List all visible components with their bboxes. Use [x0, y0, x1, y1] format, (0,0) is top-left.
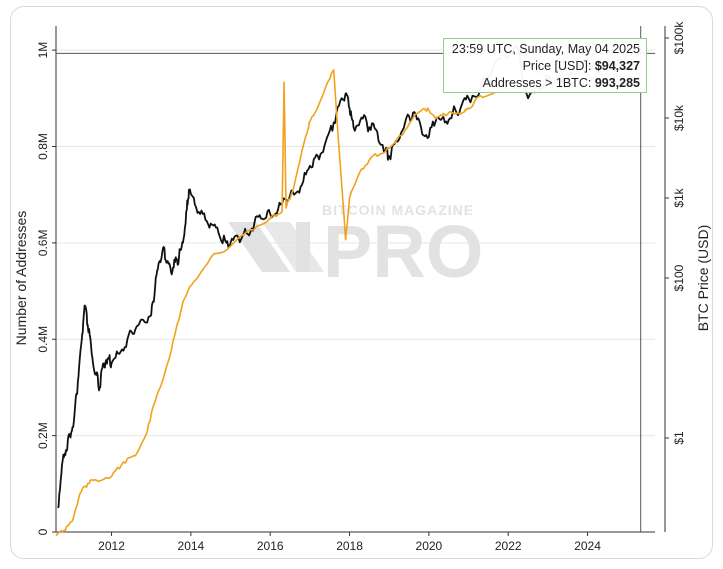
- tooltip-addresses-label: Addresses > 1BTC:: [482, 76, 592, 90]
- y-tick-label: 0.8M: [36, 133, 50, 160]
- watermark-logo: [228, 222, 324, 272]
- tooltip-addresses-row: Addresses > 1BTC: 993,285: [448, 75, 640, 92]
- axes: [55, 26, 666, 533]
- x-tick-label: 2016: [257, 539, 284, 553]
- y2-tick-label: $10k: [672, 104, 686, 131]
- y-tick-label: 0.2M: [36, 422, 50, 449]
- y2-axis-title: BTC Price (USD): [695, 225, 711, 332]
- y-tick-label: 1M: [36, 42, 50, 59]
- y-tick-label: 0.4M: [36, 326, 50, 353]
- tooltip-addresses-value: 993,285: [594, 76, 640, 90]
- x-tick-label: 2024: [574, 539, 601, 553]
- hover-tooltip: 23:59 UTC, Sunday, May 04 2025 Price [US…: [443, 38, 647, 93]
- tooltip-price-label: Price [USD]:: [522, 59, 592, 73]
- x-tick-label: 2022: [495, 539, 522, 553]
- tooltip-date: 23:59 UTC, Sunday, May 04 2025: [451, 42, 640, 56]
- x-tick-label: 2018: [336, 539, 363, 553]
- chart-card: [10, 6, 713, 559]
- tooltip-price-value: $94,327: [594, 59, 640, 73]
- tick-labels: 2012 2014 2016 2018 2020 2022 2024 0 0.2M 0.4M 0.6…: [36, 21, 686, 553]
- y-tick-label: 0.6M: [36, 230, 50, 257]
- x-tick-label: 2020: [416, 539, 443, 553]
- watermark-main-text: PRO: [323, 210, 483, 293]
- y-tick-label: 0: [36, 528, 50, 535]
- watermark: BITCOIN MAGAZINE PRO: [228, 202, 483, 293]
- tooltip-price-row: Price [USD]: $94,327: [448, 58, 640, 75]
- y2-tick-label: $1k: [672, 187, 686, 207]
- y2-tick-label: $100: [672, 264, 686, 291]
- x-tick-label: 2012: [98, 539, 125, 553]
- y2-tick-label: $100k: [672, 21, 686, 55]
- y-axis-title: Number of Addresses: [13, 211, 29, 346]
- watermark-top-text: BITCOIN MAGAZINE: [322, 202, 474, 218]
- y2-tick-label: $1: [672, 431, 686, 445]
- x-tick-label: 2014: [178, 539, 205, 553]
